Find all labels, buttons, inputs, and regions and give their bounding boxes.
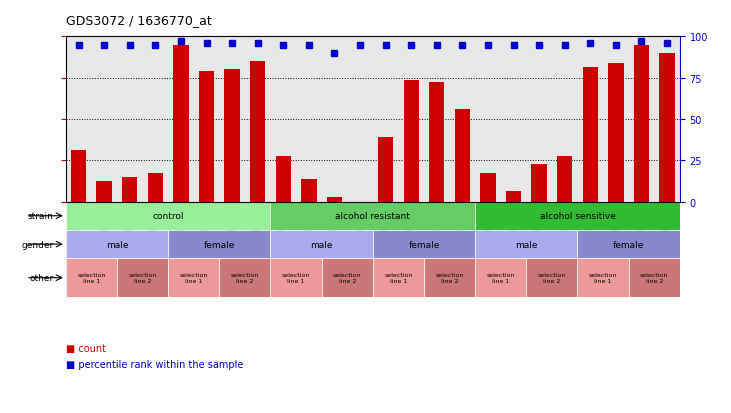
Text: selection
line 1: selection line 1 bbox=[77, 273, 105, 283]
Bar bbox=[455, 109, 470, 202]
Bar bbox=[148, 173, 163, 202]
Bar bbox=[608, 64, 624, 202]
FancyBboxPatch shape bbox=[475, 230, 577, 259]
Bar bbox=[583, 68, 598, 202]
FancyBboxPatch shape bbox=[526, 259, 577, 297]
Text: male: male bbox=[106, 240, 128, 249]
Text: GDS3072 / 1636770_at: GDS3072 / 1636770_at bbox=[66, 14, 211, 27]
Text: control: control bbox=[152, 212, 184, 221]
Bar bbox=[224, 70, 240, 202]
Text: female: female bbox=[409, 240, 439, 249]
Text: selection
line 2: selection line 2 bbox=[333, 273, 361, 283]
FancyBboxPatch shape bbox=[322, 259, 373, 297]
FancyBboxPatch shape bbox=[168, 259, 219, 297]
Bar bbox=[404, 81, 419, 202]
FancyBboxPatch shape bbox=[629, 259, 680, 297]
Text: alcohol sensitive: alcohol sensitive bbox=[539, 212, 616, 221]
Text: ■ percentile rank within the sample: ■ percentile rank within the sample bbox=[66, 360, 243, 370]
Text: selection
line 2: selection line 2 bbox=[231, 273, 259, 283]
FancyBboxPatch shape bbox=[270, 230, 373, 259]
FancyBboxPatch shape bbox=[219, 259, 270, 297]
Text: male: male bbox=[311, 240, 333, 249]
Text: female: female bbox=[204, 240, 235, 249]
Bar bbox=[659, 54, 675, 202]
Text: strain: strain bbox=[28, 212, 53, 221]
Text: selection
line 1: selection line 1 bbox=[487, 273, 515, 283]
FancyBboxPatch shape bbox=[373, 259, 424, 297]
FancyBboxPatch shape bbox=[66, 259, 117, 297]
Text: ■ count: ■ count bbox=[66, 343, 106, 353]
Bar bbox=[96, 181, 112, 202]
Bar bbox=[557, 157, 572, 202]
Bar bbox=[199, 72, 214, 202]
Text: female: female bbox=[613, 240, 644, 249]
Text: selection
line 1: selection line 1 bbox=[282, 273, 310, 283]
Text: selection
line 2: selection line 2 bbox=[640, 273, 668, 283]
Text: selection
line 2: selection line 2 bbox=[436, 273, 463, 283]
FancyBboxPatch shape bbox=[373, 230, 475, 259]
FancyBboxPatch shape bbox=[475, 202, 680, 230]
Text: other: other bbox=[29, 273, 53, 282]
Bar bbox=[301, 179, 317, 202]
FancyBboxPatch shape bbox=[475, 259, 526, 297]
Bar bbox=[429, 83, 444, 202]
Text: selection
line 1: selection line 1 bbox=[385, 273, 412, 283]
FancyBboxPatch shape bbox=[577, 230, 680, 259]
FancyBboxPatch shape bbox=[117, 259, 168, 297]
Bar bbox=[250, 62, 265, 202]
Text: gender: gender bbox=[21, 240, 53, 249]
Bar bbox=[531, 165, 547, 202]
FancyBboxPatch shape bbox=[577, 259, 629, 297]
Text: selection
line 1: selection line 1 bbox=[589, 273, 617, 283]
FancyBboxPatch shape bbox=[66, 202, 270, 230]
Text: selection
line 2: selection line 2 bbox=[129, 273, 156, 283]
Bar bbox=[480, 173, 496, 202]
Bar bbox=[378, 138, 393, 202]
Bar bbox=[327, 198, 342, 202]
Text: male: male bbox=[515, 240, 537, 249]
Bar bbox=[71, 150, 86, 202]
Bar bbox=[506, 192, 521, 202]
Text: selection
line 1: selection line 1 bbox=[180, 273, 208, 283]
FancyBboxPatch shape bbox=[270, 202, 475, 230]
FancyBboxPatch shape bbox=[424, 259, 475, 297]
Bar bbox=[173, 45, 189, 202]
FancyBboxPatch shape bbox=[66, 230, 168, 259]
Text: alcohol resistant: alcohol resistant bbox=[336, 212, 410, 221]
Bar bbox=[276, 157, 291, 202]
Bar bbox=[122, 177, 137, 202]
FancyBboxPatch shape bbox=[270, 259, 322, 297]
Bar bbox=[634, 45, 649, 202]
Text: selection
line 2: selection line 2 bbox=[538, 273, 566, 283]
FancyBboxPatch shape bbox=[168, 230, 270, 259]
